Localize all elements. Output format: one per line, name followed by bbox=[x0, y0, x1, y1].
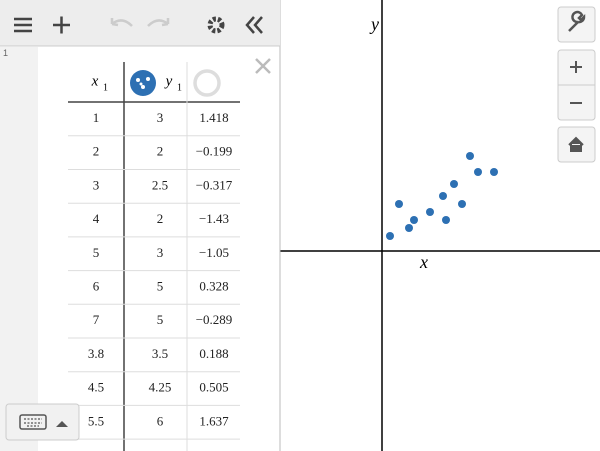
table-cell[interactable]: −1.43 bbox=[199, 211, 229, 226]
redo-icon[interactable] bbox=[147, 18, 170, 27]
table-cell[interactable]: 4.25 bbox=[149, 380, 172, 395]
undo-icon[interactable] bbox=[110, 18, 133, 27]
table-cell[interactable]: 0.328 bbox=[199, 278, 228, 293]
line-gutter bbox=[0, 47, 38, 451]
table-cell[interactable]: 2.5 bbox=[152, 177, 168, 192]
header-subscript: 1 bbox=[177, 82, 182, 93]
header-subscript: 1 bbox=[103, 82, 108, 93]
table-cell[interactable]: 1.418 bbox=[199, 110, 228, 125]
table-cell[interactable]: 3 bbox=[93, 177, 100, 192]
table-cell[interactable]: 5.5 bbox=[88, 413, 104, 428]
table-cell[interactable]: 6 bbox=[93, 278, 100, 293]
graph-area[interactable] bbox=[280, 0, 600, 451]
line-number: 1 bbox=[3, 48, 8, 58]
table-cell[interactable]: −0.317 bbox=[196, 177, 233, 192]
settings-icon[interactable] bbox=[207, 16, 225, 34]
table-cell[interactable]: 5 bbox=[157, 312, 164, 327]
table-cell[interactable]: 0.188 bbox=[199, 346, 228, 361]
table-cell[interactable]: 5 bbox=[93, 245, 100, 260]
table-cell[interactable]: 2 bbox=[157, 211, 164, 226]
home-button[interactable] bbox=[557, 126, 596, 163]
table-cell[interactable]: −0.289 bbox=[196, 312, 233, 327]
table-cell[interactable]: −1.05 bbox=[199, 245, 229, 260]
point-style-icon[interactable] bbox=[130, 70, 156, 96]
menu-icon[interactable] bbox=[14, 17, 32, 33]
keyboard-button[interactable] bbox=[5, 403, 80, 441]
x-axis-label: x bbox=[419, 252, 428, 272]
table-cell[interactable]: 1.637 bbox=[199, 413, 229, 428]
table-cell[interactable]: 4.5 bbox=[88, 380, 104, 395]
header-variable: y bbox=[164, 73, 173, 89]
y-axis-label: y bbox=[369, 14, 379, 34]
table-cell[interactable]: 3 bbox=[157, 110, 164, 125]
table-cell[interactable]: 3.8 bbox=[88, 346, 104, 361]
clipped-column: 1.418 −0.199 −0.317 −1.43 −1.05 0.328 −0.289 0.… bbox=[196, 110, 233, 428]
add-icon[interactable] bbox=[53, 16, 70, 34]
hidden-column-icon[interactable] bbox=[193, 69, 221, 97]
table-cell[interactable]: 3.5 bbox=[152, 346, 168, 361]
table-cell[interactable]: 5 bbox=[157, 278, 164, 293]
table-cell[interactable]: 7 bbox=[93, 312, 100, 327]
scatter-points bbox=[386, 152, 498, 240]
table: x 1 y 11.418−0.199−0.317−1.43−1.050.328−0.2… bbox=[68, 62, 240, 451]
table-cell[interactable]: 3 bbox=[157, 245, 164, 260]
expression-panel bbox=[0, 0, 280, 451]
table-cell[interactable]: 1 bbox=[93, 110, 100, 125]
table-cell[interactable]: 0.505 bbox=[199, 380, 228, 395]
collapse-icon[interactable] bbox=[245, 16, 263, 34]
table-cell[interactable]: 2 bbox=[157, 144, 164, 159]
table-cell[interactable]: 6 bbox=[157, 413, 164, 428]
table-cell[interactable]: 4 bbox=[93, 211, 100, 226]
graph-controls bbox=[557, 6, 596, 163]
toolbar bbox=[0, 0, 280, 46]
header-variable: x bbox=[91, 73, 99, 89]
delete-icon[interactable] bbox=[255, 58, 271, 74]
table-cell[interactable]: 2 bbox=[93, 144, 100, 159]
table-cell[interactable]: −0.199 bbox=[196, 144, 233, 159]
